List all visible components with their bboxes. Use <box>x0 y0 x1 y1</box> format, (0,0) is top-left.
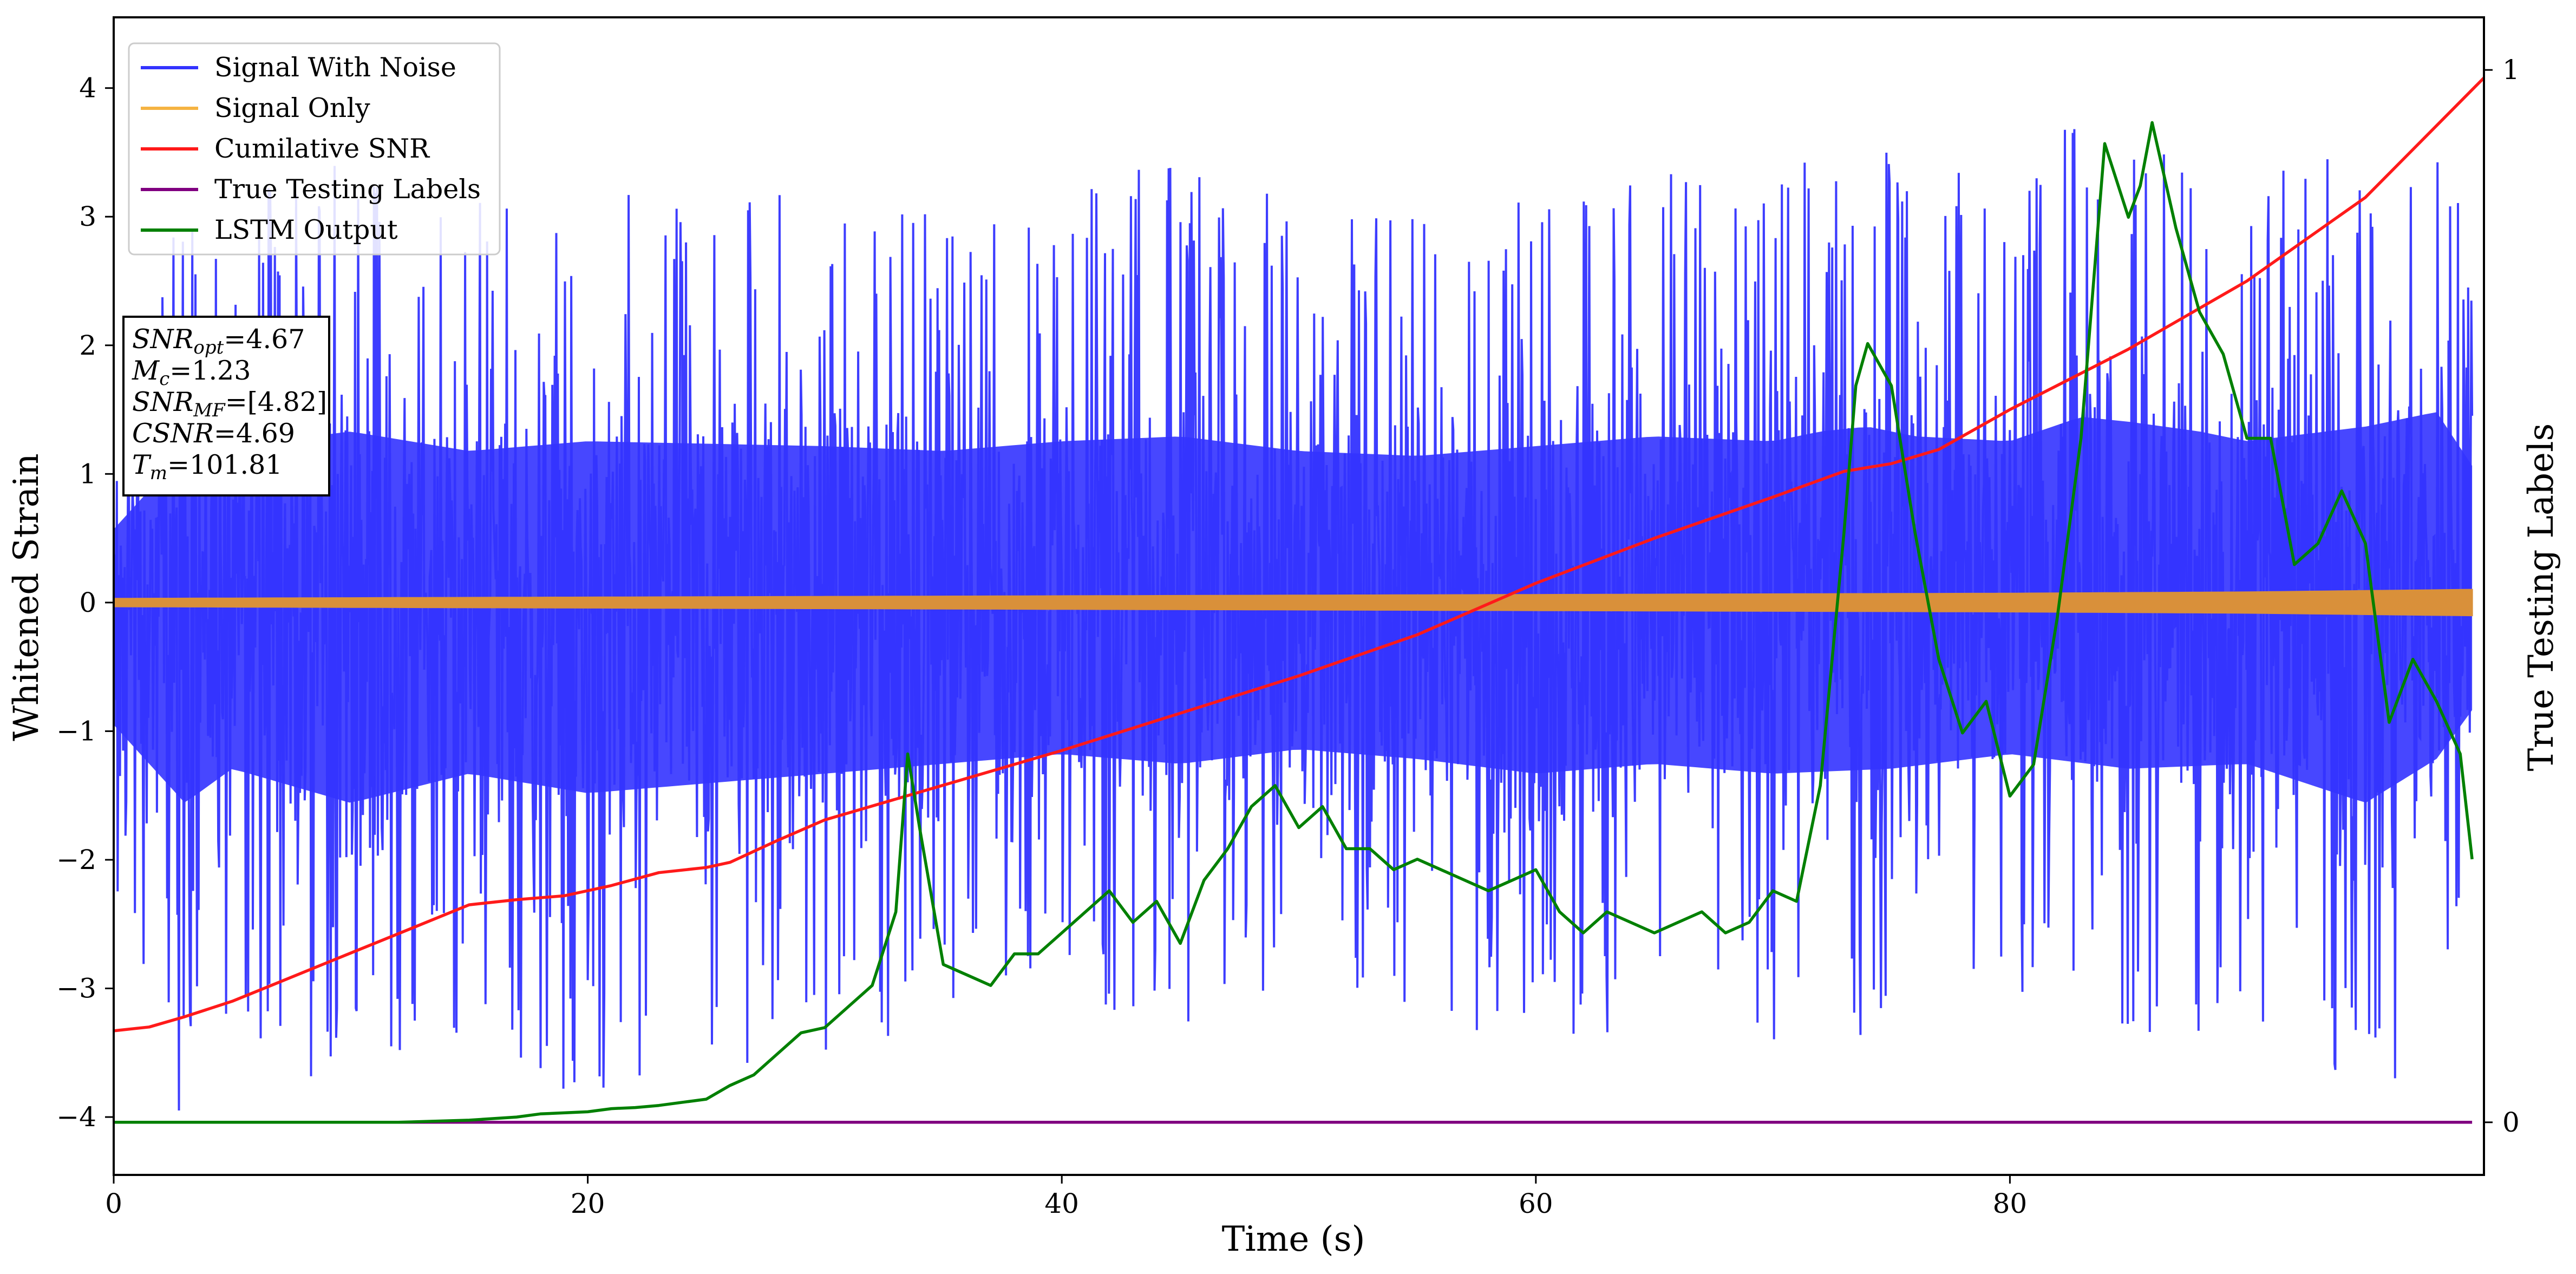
x-tick-label: 60 <box>1519 1188 1553 1219</box>
y-left-tick-label: 2 <box>79 330 96 361</box>
plot-area <box>113 76 2485 1124</box>
y-left-tick-label: 4 <box>79 73 96 104</box>
annotation-line: Mc=1.23 <box>132 355 251 390</box>
legend-box <box>128 42 501 256</box>
x-tick-label: 40 <box>1044 1188 1079 1219</box>
x-tick-label: 0 <box>105 1188 122 1219</box>
y-axis-left-label: Whitened Strain <box>6 453 47 741</box>
y-left-tick-label: −4 <box>56 1101 96 1133</box>
x-tick-label: 20 <box>571 1188 605 1219</box>
y-axis-left: −4 −3 −2 −1 0 1 2 3 4 <box>56 73 114 1133</box>
series-lstm-output-line <box>114 121 2474 1124</box>
x-axis-label: Time (s) <box>1222 1219 1365 1259</box>
y-left-tick-label: −2 <box>56 844 96 876</box>
plot-frame <box>113 16 2485 1176</box>
y-right-tick-label: 1 <box>2502 54 2520 86</box>
annotation-line: SNRopt=4.67 <box>132 324 305 358</box>
legend-label: True Testing Labels <box>214 174 481 205</box>
legend-label: Signal With Noise <box>214 52 456 83</box>
y-left-tick-label: 0 <box>79 587 96 618</box>
y-axis-right: 01 <box>2484 54 2520 1138</box>
legend-label: Signal Only <box>214 93 370 123</box>
y-axis-right-label: True Testing Labels <box>2521 423 2561 772</box>
signal-only-band <box>113 589 2473 617</box>
y-right-tick-label: 0 <box>2502 1107 2520 1138</box>
series-lstm-output <box>114 121 2474 1124</box>
legend: Signal With Noise Signal Only Cumilative S… <box>128 42 501 256</box>
series-cumulative-snr-line <box>113 76 2485 1033</box>
parameter-annotation: SNRopt=4.67Mc=1.23SNRMF=[4.82]CSNR=4.69T… <box>122 316 330 496</box>
y-left-tick-label: −1 <box>56 715 96 747</box>
x-axis: 0 20 40 60 80 <box>105 1175 2027 1219</box>
annotation-line: SNRMF=[4.82] <box>132 387 327 421</box>
annotation-box <box>122 316 330 496</box>
annotation-line: Tm=101.81 <box>132 449 282 484</box>
x-tick-label: 80 <box>1993 1188 2028 1219</box>
series-cumulative-snr <box>113 76 2485 1033</box>
y-left-tick-label: 3 <box>79 201 96 232</box>
y-left-tick-label: −3 <box>56 973 96 1004</box>
legend-label: Cumilative SNR <box>214 133 430 164</box>
series-signal-only <box>113 589 2473 617</box>
y-left-tick-label: 1 <box>79 458 96 489</box>
legend-label: LSTM Output <box>214 214 398 245</box>
annotation-line: CSNR=4.69 <box>132 418 295 449</box>
